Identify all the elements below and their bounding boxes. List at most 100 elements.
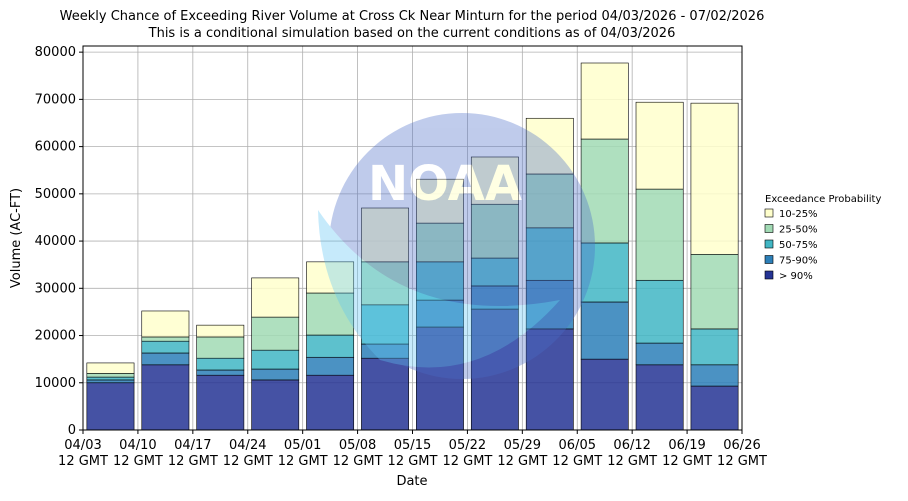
bar-segment (141, 336, 190, 342)
bar-segment (525, 279, 574, 330)
x-tick-label-line: 12 GMT (607, 454, 657, 469)
bar-segment (525, 328, 574, 431)
x-tick-label: 05/29 12 GMT (497, 438, 547, 469)
legend-label: 50-75% (779, 240, 818, 251)
bar-segment (306, 292, 355, 336)
bar-segment (580, 242, 629, 303)
bar-segment (635, 101, 684, 190)
bar-segment (141, 352, 190, 366)
x-tick-label-line: 12 GMT (168, 454, 218, 469)
x-tick-label: 05/01 12 GMT (278, 438, 328, 469)
x-tick-label: 06/19 12 GMT (662, 438, 712, 469)
y-tick-label: 40000 (35, 234, 76, 249)
legend-title: Exceedance Probability (765, 194, 881, 205)
x-tick-label-line: 05/08 (339, 438, 376, 453)
x-tick-label: 04/10 12 GMT (113, 438, 163, 469)
x-tick-label-line: 05/15 (394, 438, 431, 453)
x-tick-label: 06/26 12 GMT (717, 438, 767, 469)
bar-segment (251, 349, 300, 370)
bar-segment (470, 156, 519, 205)
legend-label: 25-50% (779, 225, 818, 236)
watermark-disc (329, 113, 595, 379)
y-tick-label: 50000 (35, 187, 76, 202)
x-tick-label: 05/08 12 GMT (333, 438, 383, 469)
x-tick-label-line: 05/22 (449, 438, 486, 453)
x-tick-label-line: 06/26 (723, 438, 760, 453)
bar-segment (635, 364, 684, 431)
x-tick-label-line: 12 GMT (717, 454, 767, 469)
legend-label: > 90% (779, 271, 813, 282)
bar-segment (86, 376, 135, 381)
x-tick-label-line: 12 GMT (662, 454, 712, 469)
bar-segment (361, 357, 409, 431)
bar-segment (251, 316, 300, 351)
x-tick-label-line: 04/03 (64, 438, 101, 453)
bar-segment (470, 203, 519, 259)
bar-segment (361, 261, 409, 306)
x-tick-label-line: 04/24 (229, 438, 266, 453)
bar-segment (690, 328, 739, 366)
bar-segment (251, 368, 300, 381)
x-tick-label-line: 12 GMT (333, 454, 383, 469)
y-tick-label: 70000 (35, 92, 76, 107)
bar-segment (86, 373, 135, 378)
x-tick-label-line: 05/01 (284, 438, 321, 453)
bar-segment (196, 357, 245, 371)
bar-segment (141, 340, 190, 354)
x-tick-label-line: 12 GMT (278, 454, 328, 469)
bar-segment (306, 356, 355, 376)
watermark-text: NOAA (368, 156, 522, 212)
bar-segment (196, 369, 245, 376)
bar-segment (141, 364, 190, 431)
x-tick-label-line: 12 GMT (223, 454, 273, 469)
bar-segment (196, 374, 245, 431)
bar-segment (580, 301, 629, 360)
bar-segment (196, 336, 245, 359)
watermark-wave (318, 210, 560, 368)
x-tick-label-line: 06/19 (668, 438, 705, 453)
bar-segment (86, 382, 135, 431)
bar-segment (690, 253, 739, 330)
bar-segment (251, 277, 300, 318)
x-tick-label-line: 04/10 (119, 438, 156, 453)
x-tick-label: 04/17 12 GMT (168, 438, 218, 469)
legend-swatch (764, 270, 774, 280)
bar-segment (416, 178, 464, 224)
bar-segment (86, 362, 135, 374)
x-tick-label: 05/15 12 GMT (388, 438, 438, 469)
x-axis-label: Date (396, 474, 427, 489)
watermark: NOAA (318, 113, 595, 379)
plot-frame (82, 45, 743, 431)
x-tick-label-line: 12 GMT (552, 454, 602, 469)
x-tick-label-line: 12 GMT (58, 454, 108, 469)
legend-swatch (764, 224, 774, 233)
x-tick-label: 05/22 12 GMT (442, 438, 492, 469)
bar-segment (470, 257, 519, 287)
x-tick-label: 04/03 12 GMT (58, 438, 108, 469)
bar-segment (470, 308, 519, 431)
x-tick-label-line: 06/05 (559, 438, 596, 453)
bar-segment (86, 379, 135, 384)
chart-subtitle: This is a conditional simulation based o… (148, 26, 676, 41)
x-tick-label-line: 05/29 (504, 438, 541, 453)
y-tick-label: 80000 (35, 45, 76, 60)
bar-segment (416, 261, 464, 301)
bar-segment (690, 385, 739, 431)
bar-segment (306, 261, 355, 294)
bar-segment (635, 188, 684, 281)
bar-segment (580, 358, 629, 431)
bar-segment (635, 279, 684, 344)
y-tick-label: 60000 (35, 140, 76, 155)
bar-segment (690, 102, 739, 255)
legend-label: 75-90% (779, 256, 818, 267)
bar-segment (580, 138, 629, 244)
legend-swatch (764, 255, 774, 264)
legend-swatch (764, 208, 774, 218)
chart-title: Weekly Chance of Exceeding River Volume … (60, 9, 765, 24)
bar-segment (196, 324, 245, 338)
bar-segment (251, 379, 300, 431)
x-tick-label: 06/12 12 GMT (607, 438, 657, 469)
y-tick-label: 10000 (35, 376, 76, 391)
x-tick-label-line: 12 GMT (388, 454, 438, 469)
